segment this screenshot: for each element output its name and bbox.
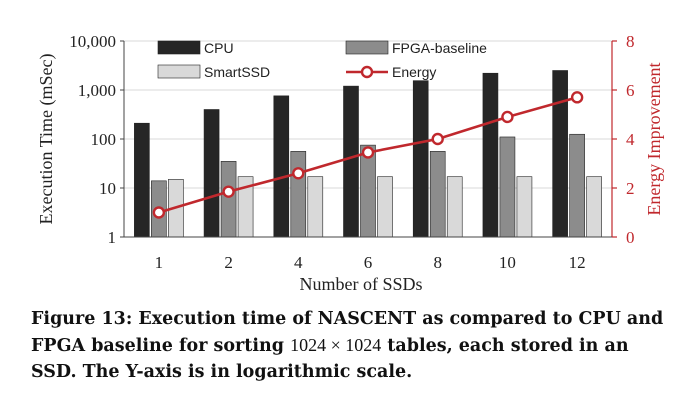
bar	[377, 176, 393, 238]
bar	[220, 161, 237, 238]
bar	[134, 122, 150, 238]
x-tick-label: 4	[294, 253, 303, 272]
bar	[499, 136, 516, 238]
caption-text-1: Figure 13: Execution time of NASCENT as …	[31, 309, 664, 356]
energy-point	[292, 167, 305, 180]
y-tick-label: 10	[99, 179, 116, 198]
energy-point	[152, 206, 166, 219]
caption-math: 1024 × 1024	[290, 335, 382, 355]
caption-text-2: tables, each stored in an SSD. The Y-axi…	[31, 336, 629, 382]
energy-point	[431, 132, 444, 146]
legend-swatch	[157, 40, 201, 55]
legend-label: CPU	[204, 40, 234, 56]
energy-point	[222, 185, 235, 198]
bar	[360, 144, 376, 238]
bar	[343, 85, 359, 238]
y-axis-title: Execution Time (mSec)	[36, 54, 57, 225]
bar	[516, 176, 533, 238]
energy-point	[570, 91, 584, 104]
y2-tick-label: 6	[626, 81, 635, 100]
energy-line	[152, 91, 584, 219]
figure-caption: Figure 13: Execution time of NASCENT as …	[31, 306, 671, 385]
y-tick-label: 10,000	[69, 32, 116, 51]
bar	[586, 176, 602, 238]
bars	[134, 70, 602, 238]
legend-label: FPGA-baseline	[392, 40, 487, 56]
bar	[429, 151, 446, 238]
x-axis-title: Number of SSDs	[299, 274, 422, 294]
y2-tick-label: 2	[626, 179, 635, 198]
y2-axis-title: Energy Improvement	[644, 62, 664, 215]
bar	[307, 176, 324, 238]
x-tick-label: 6	[364, 253, 373, 272]
bar	[569, 133, 585, 238]
y-tick-label: 100	[91, 130, 117, 149]
x-tick-label: 8	[433, 253, 442, 272]
bar	[203, 109, 220, 238]
x-tick-label: 12	[569, 253, 586, 272]
bar	[552, 70, 568, 238]
y2-tick-label: 4	[626, 130, 635, 149]
bar	[412, 80, 429, 238]
energy-point	[501, 110, 514, 124]
x-tick-label: 10	[499, 253, 516, 272]
bar	[482, 72, 499, 238]
y2-tick-label: 0	[626, 228, 635, 247]
right-axis: 0 2 4 6 8	[611, 32, 635, 247]
bar	[290, 151, 307, 238]
legend-swatch	[345, 40, 389, 55]
legend-label: Energy	[392, 64, 436, 80]
legend: CPU FPGA-baseline SmartSSD Energy	[157, 40, 487, 80]
bar	[446, 176, 463, 238]
y-tick-label: 1	[108, 228, 117, 247]
energy-point	[361, 146, 375, 159]
x-axis: 1 2 4 6 8 10 12	[124, 236, 612, 272]
x-tick-label: 2	[224, 253, 233, 272]
legend-label: SmartSSD	[204, 64, 270, 80]
y2-tick-label: 8	[626, 32, 635, 51]
legend-swatch	[157, 64, 201, 79]
y-tick-label: 1,000	[78, 81, 116, 100]
legend-swatch-marker	[360, 65, 374, 79]
bar	[273, 95, 290, 238]
x-tick-label: 1	[155, 253, 164, 272]
